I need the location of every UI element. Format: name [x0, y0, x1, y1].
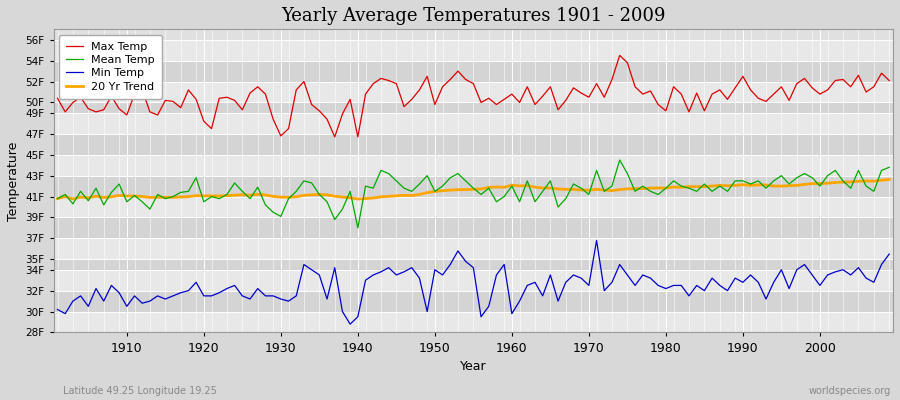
- Min Temp: [884, 252, 895, 256]
- Bar: [54, 61, 893, 82]
- 20 Yr Trend: [884, 177, 895, 182]
- Max Temp: [615, 53, 626, 58]
- Mean Temp: [353, 226, 364, 230]
- Min Temp: [507, 311, 517, 316]
- Text: worldspecies.org: worldspecies.org: [809, 386, 891, 396]
- 20 Yr Trend: [284, 195, 294, 200]
- Max Temp: [329, 134, 340, 139]
- Mean Temp: [507, 184, 517, 188]
- Max Temp: [337, 112, 347, 116]
- Mean Temp: [514, 199, 525, 204]
- Bar: [54, 155, 893, 176]
- Max Temp: [607, 77, 617, 82]
- Max Temp: [514, 100, 525, 105]
- Y-axis label: Temperature: Temperature: [7, 141, 20, 220]
- Min Temp: [284, 299, 294, 304]
- 20 Yr Trend: [607, 188, 617, 193]
- Line: Min Temp: Min Temp: [58, 240, 889, 324]
- Bar: [54, 40, 893, 61]
- 20 Yr Trend: [514, 184, 525, 188]
- Mean Temp: [884, 165, 895, 170]
- Bar: [54, 113, 893, 134]
- 20 Yr Trend: [113, 193, 124, 198]
- Bar: [54, 196, 893, 218]
- Mean Temp: [329, 217, 340, 222]
- Min Temp: [345, 322, 356, 326]
- Min Temp: [615, 262, 626, 267]
- Max Temp: [507, 92, 517, 96]
- Bar: [54, 238, 893, 259]
- Bar: [54, 218, 893, 238]
- Legend: Max Temp, Mean Temp, Min Temp, 20 Yr Trend: Max Temp, Mean Temp, Min Temp, 20 Yr Tre…: [59, 35, 162, 99]
- Text: Latitude 49.25 Longitude 19.25: Latitude 49.25 Longitude 19.25: [63, 386, 217, 396]
- 20 Yr Trend: [507, 183, 517, 188]
- 20 Yr Trend: [353, 197, 364, 202]
- Bar: [54, 291, 893, 312]
- Bar: [54, 102, 893, 113]
- Min Temp: [113, 290, 124, 295]
- 20 Yr Trend: [52, 196, 63, 201]
- Line: Max Temp: Max Temp: [58, 56, 889, 137]
- Mean Temp: [113, 182, 124, 186]
- Mean Temp: [615, 158, 626, 162]
- Bar: [54, 176, 893, 196]
- Bar: [54, 82, 893, 102]
- Mean Temp: [607, 184, 617, 188]
- Bar: [54, 270, 893, 291]
- Bar: [54, 312, 893, 332]
- Mean Temp: [284, 196, 294, 201]
- X-axis label: Year: Year: [460, 360, 487, 373]
- Min Temp: [514, 299, 525, 304]
- Max Temp: [52, 96, 63, 101]
- Min Temp: [591, 238, 602, 243]
- Title: Yearly Average Temperatures 1901 - 2009: Yearly Average Temperatures 1901 - 2009: [281, 7, 666, 25]
- Min Temp: [329, 265, 340, 270]
- Max Temp: [284, 126, 294, 131]
- Max Temp: [113, 106, 124, 111]
- Line: Mean Temp: Mean Temp: [58, 160, 889, 228]
- Bar: [54, 134, 893, 155]
- Bar: [54, 259, 893, 270]
- Mean Temp: [52, 196, 63, 201]
- Line: 20 Yr Trend: 20 Yr Trend: [58, 180, 889, 199]
- 20 Yr Trend: [329, 194, 340, 198]
- Max Temp: [884, 78, 895, 83]
- Min Temp: [52, 307, 63, 312]
